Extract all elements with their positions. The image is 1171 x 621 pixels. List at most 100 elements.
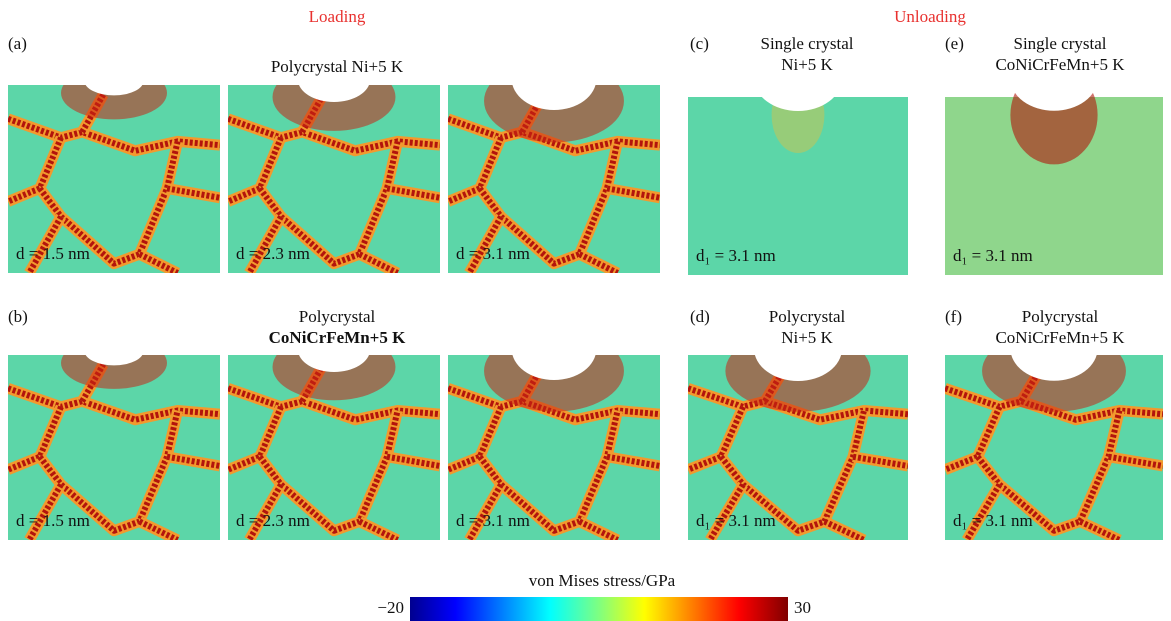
indent-cavity bbox=[299, 355, 369, 372]
grain-boundary-core bbox=[448, 405, 504, 473]
grain-boundary-core bbox=[37, 140, 181, 267]
plastic-zone bbox=[272, 355, 396, 401]
unloading-header: Unloading bbox=[894, 7, 966, 26]
grain-boundary-core bbox=[8, 385, 220, 423]
panel-title: CoNiCrFeMn+5 K bbox=[269, 328, 406, 347]
grain-boundary-core bbox=[37, 409, 181, 534]
depth-label: d = 1.5 nm bbox=[16, 244, 90, 263]
indent-cavity bbox=[1011, 85, 1097, 111]
indent-cavity bbox=[754, 355, 842, 381]
plastic-zone bbox=[725, 355, 871, 412]
colorbar-min: −20 bbox=[377, 598, 404, 617]
colorbar-title: von Mises stress/GPa bbox=[529, 571, 676, 590]
panel-title: Single crystal bbox=[760, 34, 853, 53]
indent-cavity bbox=[512, 85, 596, 111]
grain-boundary-core bbox=[964, 482, 1003, 540]
grain-boundary-core bbox=[138, 518, 179, 540]
grain-boundary-core bbox=[688, 385, 908, 423]
panel-tag: (e) bbox=[945, 34, 964, 53]
simulation-image bbox=[945, 355, 1163, 540]
grain-boundary-core bbox=[26, 215, 64, 273]
grain-boundary-core bbox=[358, 518, 399, 540]
grain-boundary-core bbox=[945, 405, 1003, 473]
grain-boundary-core bbox=[1078, 518, 1121, 540]
panel-title: Ni+5 K bbox=[781, 55, 833, 74]
indent-cavity bbox=[1011, 355, 1097, 381]
loading-header: Loading bbox=[309, 7, 366, 26]
grain-boundary-core bbox=[386, 185, 440, 201]
grain-boundary-core bbox=[975, 409, 1123, 534]
panel-tag: (c) bbox=[690, 34, 709, 53]
panel-tag: (b) bbox=[8, 307, 28, 326]
indent-cavity bbox=[754, 85, 842, 111]
grain-boundary-core bbox=[852, 453, 908, 469]
grain-boundary-core bbox=[718, 409, 867, 534]
simulation-image bbox=[688, 85, 908, 275]
grain-boundary-core bbox=[228, 405, 284, 473]
grain-boundary-core bbox=[166, 185, 220, 201]
grain-boundary-core bbox=[358, 251, 399, 273]
grain-boundary-core bbox=[246, 215, 284, 273]
panel-title: Polycrystal bbox=[769, 307, 846, 326]
panel-tag: (f) bbox=[945, 307, 962, 326]
plastic-zone bbox=[61, 85, 167, 120]
grain-boundary-core bbox=[228, 385, 440, 423]
simulation-image bbox=[8, 85, 220, 273]
depth-label: d = 3.1 nm bbox=[456, 511, 530, 530]
simulation-image bbox=[448, 85, 660, 273]
simulation-image bbox=[945, 85, 1163, 275]
simulation-image bbox=[448, 355, 660, 540]
crystal-background bbox=[688, 97, 908, 275]
grain-boundary-core bbox=[477, 140, 621, 267]
colorbar bbox=[410, 597, 788, 621]
depth-label: d₁ = 3.1 nm bbox=[953, 246, 1033, 265]
simulation-image bbox=[228, 355, 440, 540]
grain-boundary-core bbox=[823, 518, 866, 540]
grain-boundary-core bbox=[257, 140, 401, 267]
plastic-zone bbox=[982, 355, 1126, 412]
grain-boundary-core bbox=[166, 453, 220, 469]
panel-tag: (a) bbox=[8, 34, 27, 53]
colorbar-max: 30 bbox=[794, 598, 811, 617]
grain-boundary-core bbox=[228, 116, 440, 154]
depth-label: d = 2.3 nm bbox=[236, 244, 310, 263]
panel-title: Polycrystal bbox=[1022, 307, 1099, 326]
simulation-image bbox=[8, 355, 220, 540]
grain-boundary-core bbox=[606, 453, 660, 469]
simulation-image bbox=[688, 355, 908, 540]
panel-title: CoNiCrFeMn+5 K bbox=[995, 55, 1125, 74]
panel-title: CoNiCrFeMn+5 K bbox=[995, 328, 1125, 347]
grain-boundary-core bbox=[945, 385, 1163, 423]
indent-cavity bbox=[85, 355, 143, 366]
panel-title: Polycrystal bbox=[299, 307, 376, 326]
grain-boundary-core bbox=[707, 482, 746, 540]
grain-boundary-core bbox=[257, 409, 401, 534]
depth-label: d₁ = 3.1 nm bbox=[696, 511, 776, 530]
grain-boundary-core bbox=[466, 215, 504, 273]
plastic-zone bbox=[484, 85, 624, 143]
panel-title: Ni+5 K bbox=[781, 328, 833, 347]
plastic-zone bbox=[484, 355, 624, 412]
grain-boundary-core bbox=[386, 453, 440, 469]
grain-boundary-core bbox=[246, 483, 284, 540]
grain-boundary-core bbox=[8, 116, 220, 154]
grain-boundary-core bbox=[477, 409, 621, 534]
depth-label: d = 1.5 nm bbox=[16, 511, 90, 530]
grain-boundary-core bbox=[26, 483, 64, 540]
plastic-zone bbox=[61, 355, 167, 389]
grain-boundary-core bbox=[1107, 453, 1163, 469]
depth-label: d = 2.3 nm bbox=[236, 511, 310, 530]
grain-boundary-core bbox=[138, 251, 179, 273]
grain-boundary-core bbox=[606, 185, 660, 201]
grain-boundary-core bbox=[466, 483, 504, 540]
depth-label: d₁ = 3.1 nm bbox=[696, 246, 776, 265]
depth-label: d = 3.1 nm bbox=[456, 244, 530, 263]
panel-title: Polycrystal Ni+5 K bbox=[271, 57, 404, 76]
panel-title: Single crystal bbox=[1013, 34, 1106, 53]
plastic-zone bbox=[272, 85, 396, 131]
indent-cavity bbox=[85, 85, 143, 96]
simulation-image bbox=[228, 85, 440, 273]
indent-cavity bbox=[299, 85, 369, 102]
grain-boundary-core bbox=[578, 251, 619, 273]
